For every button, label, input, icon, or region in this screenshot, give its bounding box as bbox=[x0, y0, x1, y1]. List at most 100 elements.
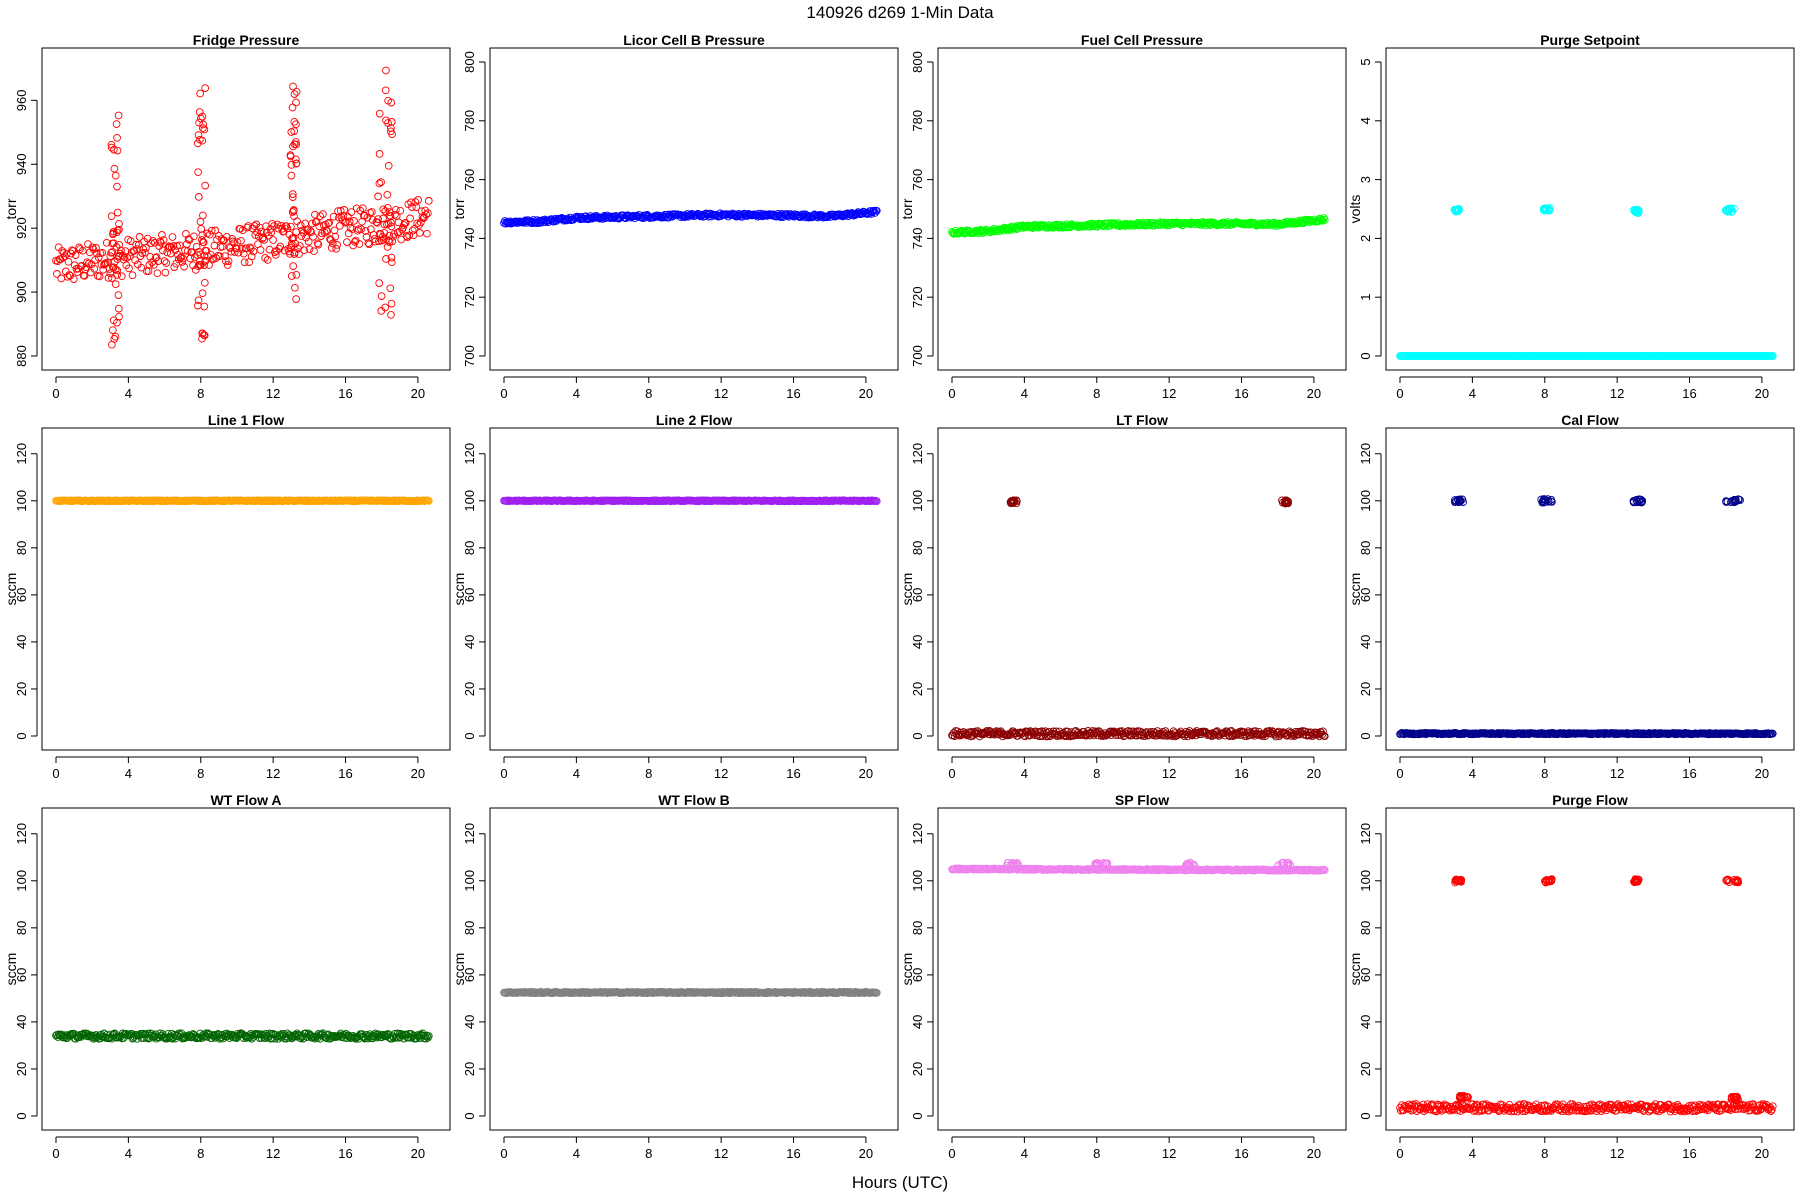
data-points bbox=[948, 214, 1329, 238]
y-tick-label: 740 bbox=[462, 228, 477, 250]
data-point bbox=[1114, 219, 1123, 227]
data-point bbox=[113, 182, 121, 191]
y-tick-label: 2 bbox=[1358, 235, 1373, 242]
data-point bbox=[200, 278, 209, 287]
x-tick-label: 20 bbox=[1755, 386, 1769, 401]
data-point bbox=[408, 226, 417, 235]
x-tick-label: 12 bbox=[714, 766, 728, 781]
data-point bbox=[387, 253, 396, 262]
x-tick-label: 0 bbox=[52, 1146, 59, 1161]
data-points bbox=[948, 858, 1329, 875]
data-point bbox=[117, 272, 126, 281]
data-point bbox=[108, 248, 117, 256]
x-tick-label: 4 bbox=[125, 386, 132, 401]
x-axis: 0 4 8 12 16 20 bbox=[948, 376, 1321, 401]
data-point bbox=[147, 239, 156, 248]
data-point bbox=[354, 225, 363, 234]
data-point bbox=[384, 161, 393, 170]
y-tick-label: 760 bbox=[910, 169, 925, 191]
data-point bbox=[375, 150, 384, 158]
panel-title: Fridge Pressure bbox=[193, 32, 300, 48]
data-point bbox=[115, 225, 123, 234]
data-point bbox=[374, 192, 382, 201]
data-point bbox=[196, 89, 204, 98]
data-point bbox=[199, 238, 208, 247]
data-point bbox=[107, 143, 116, 152]
y-tick-label: 0 bbox=[14, 732, 29, 739]
data-point bbox=[381, 86, 390, 95]
y-tick-label: 60 bbox=[1358, 588, 1373, 602]
data-point bbox=[73, 268, 82, 277]
data-point bbox=[135, 233, 144, 241]
data-point bbox=[221, 252, 229, 260]
plot-frame bbox=[489, 427, 899, 751]
data-point bbox=[108, 239, 117, 248]
data-point bbox=[243, 223, 252, 232]
data-point bbox=[412, 203, 421, 211]
data-point bbox=[211, 226, 220, 235]
data-point bbox=[610, 214, 619, 222]
data-point bbox=[109, 230, 117, 239]
y-tick-label: 80 bbox=[910, 541, 925, 555]
y-tick-label: 60 bbox=[462, 588, 477, 602]
data-point bbox=[99, 265, 108, 274]
x-tick-label: 12 bbox=[1162, 386, 1176, 401]
data-point bbox=[654, 213, 662, 221]
data-point bbox=[292, 138, 300, 146]
data-point bbox=[114, 291, 123, 299]
data-point bbox=[182, 229, 190, 238]
data-point bbox=[196, 135, 204, 144]
data-point bbox=[1730, 204, 1739, 213]
data-point bbox=[110, 335, 119, 343]
y-tick-label: 760 bbox=[462, 169, 477, 191]
y-tick-label: 40 bbox=[1358, 635, 1373, 649]
data-point bbox=[1008, 223, 1017, 232]
data-point bbox=[293, 217, 301, 226]
y-tick-label: 800 bbox=[910, 51, 925, 73]
data-point bbox=[290, 212, 298, 221]
data-point bbox=[222, 232, 231, 241]
data-point bbox=[379, 205, 388, 214]
y-axis-label: torr bbox=[3, 198, 19, 219]
panel-title: Cal Flow bbox=[1561, 412, 1619, 428]
data-point bbox=[249, 247, 258, 256]
data-point bbox=[1117, 222, 1125, 230]
data-point bbox=[288, 103, 297, 112]
data-point bbox=[195, 118, 203, 127]
data-point bbox=[295, 241, 304, 250]
data-point bbox=[142, 244, 150, 252]
data-point bbox=[83, 258, 91, 267]
data-point bbox=[338, 216, 347, 225]
plot-frame bbox=[1385, 427, 1795, 751]
x-tick-label: 4 bbox=[1021, 766, 1028, 781]
x-tick-label: 0 bbox=[1396, 766, 1403, 781]
x-tick-label: 20 bbox=[411, 766, 425, 781]
data-point bbox=[183, 247, 192, 255]
data-point bbox=[793, 211, 802, 219]
y-tick-label: 60 bbox=[14, 968, 29, 982]
data-point bbox=[385, 238, 394, 247]
data-point bbox=[145, 261, 154, 269]
data-point bbox=[95, 272, 104, 281]
data-point bbox=[198, 329, 207, 338]
data-point bbox=[288, 234, 296, 243]
y-tick-label: 0 bbox=[462, 1112, 477, 1119]
data-point bbox=[292, 270, 301, 279]
data-point bbox=[200, 261, 208, 270]
data-point bbox=[93, 249, 101, 258]
data-point bbox=[224, 257, 233, 265]
y-tick-label: 20 bbox=[1358, 682, 1373, 696]
data-point bbox=[1541, 204, 1550, 212]
data-point bbox=[229, 237, 237, 246]
y-axis-label: torr bbox=[451, 198, 467, 219]
data-point bbox=[146, 252, 155, 261]
y-tick-label: 20 bbox=[462, 682, 477, 696]
y-axis-label: volts bbox=[1347, 195, 1363, 224]
data-point bbox=[256, 246, 265, 254]
data-point bbox=[350, 217, 358, 225]
data-points bbox=[1396, 203, 1777, 360]
